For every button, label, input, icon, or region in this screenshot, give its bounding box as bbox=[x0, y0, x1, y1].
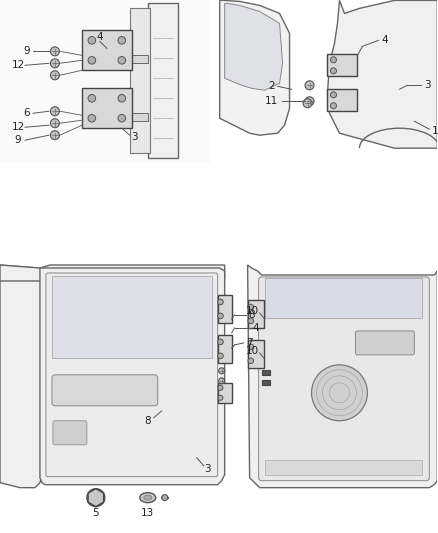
Bar bbox=[130, 55, 148, 63]
FancyBboxPatch shape bbox=[258, 277, 429, 481]
Polygon shape bbox=[0, 265, 225, 281]
Text: 10: 10 bbox=[246, 346, 259, 356]
Polygon shape bbox=[220, 1, 290, 135]
Text: 13: 13 bbox=[141, 507, 155, 518]
Bar bbox=[247, 340, 264, 368]
Bar bbox=[82, 30, 132, 70]
FancyBboxPatch shape bbox=[53, 421, 87, 445]
Circle shape bbox=[50, 131, 60, 140]
Polygon shape bbox=[225, 3, 283, 90]
Text: 4: 4 bbox=[96, 33, 103, 42]
Circle shape bbox=[87, 489, 105, 507]
Circle shape bbox=[218, 299, 223, 305]
Bar bbox=[218, 335, 232, 363]
Circle shape bbox=[311, 365, 367, 421]
Circle shape bbox=[248, 304, 254, 310]
Text: 1: 1 bbox=[432, 126, 438, 136]
Text: 8: 8 bbox=[248, 310, 255, 320]
Bar bbox=[52, 276, 212, 358]
Polygon shape bbox=[88, 489, 104, 507]
Bar bbox=[328, 89, 357, 111]
Circle shape bbox=[118, 94, 126, 102]
FancyBboxPatch shape bbox=[52, 375, 158, 406]
Circle shape bbox=[331, 68, 336, 74]
Circle shape bbox=[219, 368, 225, 374]
Bar bbox=[328, 54, 357, 76]
Text: 7: 7 bbox=[246, 338, 253, 348]
Circle shape bbox=[50, 47, 60, 56]
FancyBboxPatch shape bbox=[46, 273, 218, 477]
Circle shape bbox=[218, 313, 223, 319]
Circle shape bbox=[88, 94, 95, 102]
Bar bbox=[261, 380, 269, 385]
Circle shape bbox=[88, 37, 95, 44]
Text: 8: 8 bbox=[145, 416, 151, 426]
Polygon shape bbox=[328, 1, 437, 148]
Text: 2: 2 bbox=[268, 81, 275, 91]
Bar bbox=[0, 0, 210, 163]
Circle shape bbox=[162, 495, 168, 500]
Text: 3: 3 bbox=[424, 80, 431, 90]
Bar bbox=[265, 459, 422, 475]
Circle shape bbox=[248, 318, 254, 324]
Text: 3: 3 bbox=[205, 464, 211, 474]
Bar bbox=[265, 278, 422, 318]
Circle shape bbox=[248, 358, 254, 364]
Circle shape bbox=[50, 107, 60, 116]
Text: 11: 11 bbox=[265, 96, 278, 106]
Bar bbox=[148, 3, 178, 158]
Circle shape bbox=[50, 59, 60, 68]
Text: 3: 3 bbox=[131, 132, 138, 142]
Ellipse shape bbox=[140, 492, 156, 503]
Circle shape bbox=[305, 81, 314, 90]
Circle shape bbox=[50, 119, 60, 128]
Bar bbox=[130, 113, 148, 121]
Circle shape bbox=[88, 115, 95, 122]
Circle shape bbox=[218, 395, 223, 400]
Circle shape bbox=[88, 56, 95, 64]
Text: 9: 9 bbox=[14, 135, 21, 145]
Circle shape bbox=[218, 385, 223, 390]
Text: 12: 12 bbox=[11, 60, 25, 70]
Bar bbox=[218, 295, 232, 323]
Circle shape bbox=[218, 339, 223, 345]
Bar bbox=[261, 370, 269, 375]
FancyBboxPatch shape bbox=[356, 331, 414, 355]
Circle shape bbox=[50, 71, 60, 80]
Bar bbox=[130, 9, 150, 153]
Bar bbox=[82, 88, 132, 128]
Circle shape bbox=[118, 115, 126, 122]
Circle shape bbox=[248, 344, 254, 350]
Polygon shape bbox=[0, 265, 48, 488]
Circle shape bbox=[331, 92, 336, 98]
Polygon shape bbox=[40, 268, 225, 484]
Text: 12: 12 bbox=[11, 122, 25, 132]
Text: 10: 10 bbox=[246, 306, 259, 316]
Bar bbox=[247, 300, 264, 328]
Polygon shape bbox=[247, 265, 437, 488]
Text: 4: 4 bbox=[381, 35, 388, 45]
Circle shape bbox=[118, 37, 126, 44]
Circle shape bbox=[219, 378, 225, 384]
Circle shape bbox=[331, 103, 336, 109]
Circle shape bbox=[218, 353, 223, 359]
Text: 4: 4 bbox=[252, 323, 259, 333]
Text: 9: 9 bbox=[24, 46, 30, 56]
Circle shape bbox=[118, 56, 126, 64]
Text: 5: 5 bbox=[92, 507, 99, 518]
Circle shape bbox=[303, 99, 312, 108]
Circle shape bbox=[331, 57, 336, 63]
Bar bbox=[218, 383, 232, 403]
Text: 6: 6 bbox=[24, 108, 30, 118]
Circle shape bbox=[305, 97, 314, 106]
Ellipse shape bbox=[144, 495, 152, 500]
